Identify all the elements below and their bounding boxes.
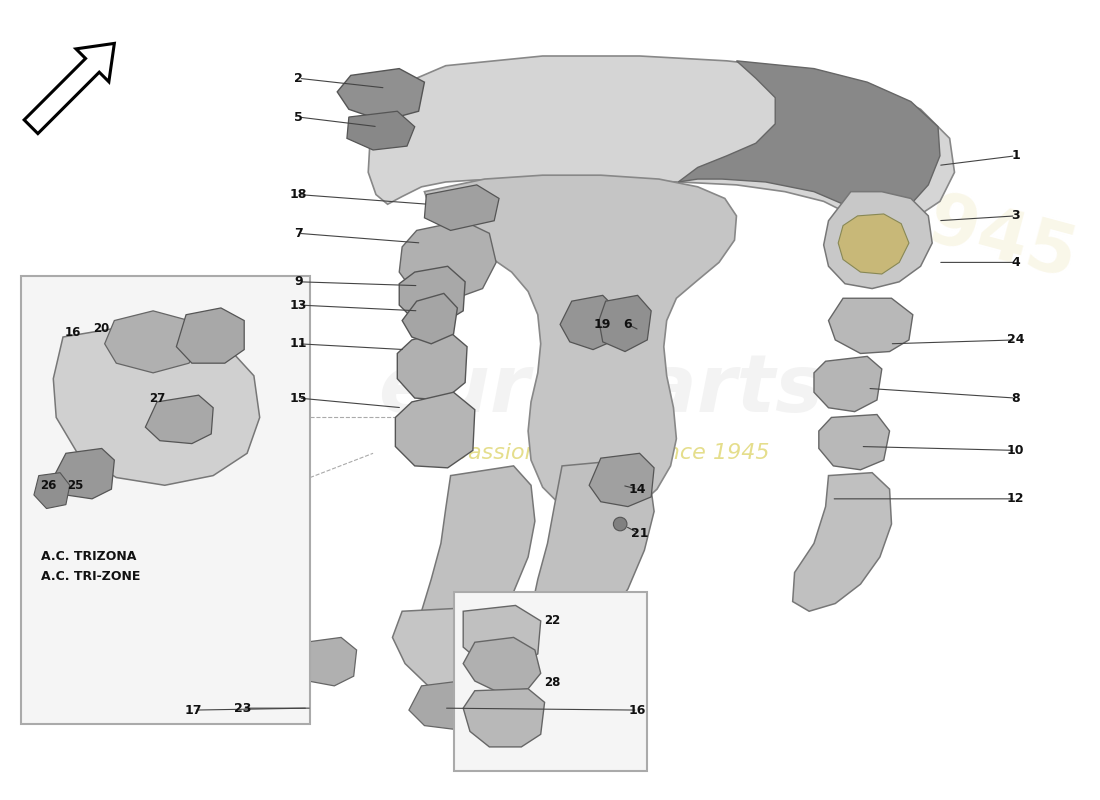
Polygon shape: [104, 311, 201, 373]
Text: 12: 12: [1006, 492, 1024, 506]
Polygon shape: [818, 414, 890, 470]
Text: 16: 16: [65, 326, 81, 338]
Polygon shape: [679, 61, 940, 216]
Circle shape: [614, 518, 627, 531]
Text: 2: 2: [294, 72, 302, 85]
Text: 19: 19: [594, 318, 612, 331]
Polygon shape: [425, 175, 737, 516]
Text: 13: 13: [289, 298, 307, 311]
Polygon shape: [598, 295, 651, 351]
Text: 23: 23: [233, 702, 251, 714]
Polygon shape: [828, 298, 913, 354]
Text: 26: 26: [41, 478, 56, 492]
Polygon shape: [24, 43, 114, 134]
Text: 22: 22: [544, 614, 561, 627]
Polygon shape: [176, 308, 244, 363]
Polygon shape: [463, 689, 544, 747]
Polygon shape: [397, 330, 468, 400]
Text: 1945: 1945: [872, 176, 1085, 294]
Polygon shape: [463, 638, 541, 693]
Text: 7: 7: [294, 227, 302, 240]
Polygon shape: [218, 618, 293, 683]
Text: A.C. TRIZONA: A.C. TRIZONA: [41, 550, 136, 563]
Text: 25: 25: [67, 478, 84, 492]
Text: 5: 5: [294, 110, 302, 123]
Text: 15: 15: [289, 391, 307, 405]
Polygon shape: [399, 221, 496, 301]
Polygon shape: [793, 473, 891, 611]
Polygon shape: [409, 681, 480, 730]
Polygon shape: [393, 608, 542, 712]
Text: 11: 11: [289, 338, 307, 350]
Text: 14: 14: [629, 482, 647, 496]
Polygon shape: [395, 392, 475, 468]
Polygon shape: [53, 449, 114, 499]
Text: 4: 4: [1011, 256, 1020, 269]
Polygon shape: [53, 322, 260, 486]
Text: 28: 28: [544, 677, 561, 690]
Polygon shape: [531, 460, 654, 647]
Polygon shape: [399, 266, 465, 325]
Text: 27: 27: [148, 391, 165, 405]
Text: 21: 21: [630, 527, 648, 540]
Text: 24: 24: [1006, 334, 1024, 346]
Text: 20: 20: [94, 322, 110, 334]
Polygon shape: [34, 473, 69, 509]
Polygon shape: [814, 356, 882, 412]
Polygon shape: [403, 294, 458, 344]
Polygon shape: [838, 214, 909, 274]
Text: 18: 18: [289, 188, 307, 201]
Text: e passion for parts since 1945: e passion for parts since 1945: [432, 443, 769, 463]
Polygon shape: [425, 185, 499, 230]
Polygon shape: [421, 466, 535, 647]
Polygon shape: [196, 603, 308, 698]
Text: 17: 17: [185, 703, 202, 717]
Polygon shape: [824, 192, 932, 289]
Polygon shape: [368, 56, 955, 226]
Polygon shape: [590, 454, 654, 506]
Polygon shape: [338, 69, 425, 121]
Text: A.C. TRI-ZONE: A.C. TRI-ZONE: [41, 570, 140, 583]
Text: 1: 1: [1011, 150, 1020, 162]
Text: 16: 16: [629, 703, 647, 717]
Polygon shape: [296, 638, 356, 686]
FancyBboxPatch shape: [453, 592, 647, 771]
Text: 8: 8: [1011, 391, 1020, 405]
Text: europarts: europarts: [378, 351, 823, 430]
Polygon shape: [560, 295, 618, 350]
Text: 6: 6: [624, 318, 632, 331]
Polygon shape: [145, 395, 213, 444]
Polygon shape: [346, 111, 415, 150]
FancyBboxPatch shape: [21, 276, 310, 724]
Text: 3: 3: [1011, 210, 1020, 222]
Polygon shape: [463, 606, 541, 666]
Text: 9: 9: [294, 275, 302, 288]
Text: 10: 10: [1006, 444, 1024, 457]
